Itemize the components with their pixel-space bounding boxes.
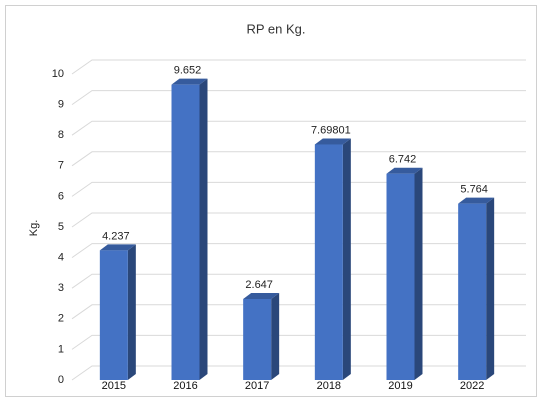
bar-top [458, 197, 495, 204]
y-tick-label: 1 [58, 343, 64, 355]
bar-side [486, 197, 495, 380]
x-tick-label: 2018 [317, 380, 341, 392]
bar [99, 250, 128, 380]
grid-line [71, 212, 526, 228]
grid-line [71, 334, 526, 350]
y-tick-label: 4 [58, 252, 64, 264]
bar-side [342, 138, 351, 380]
x-tick-label: 2016 [173, 380, 197, 392]
bar [314, 144, 343, 380]
data-label: 6.742 [389, 154, 417, 166]
y-tick-label: 2 [58, 313, 64, 325]
data-label: 2.647 [245, 279, 273, 291]
grid-line [71, 151, 526, 167]
grid-line [71, 243, 526, 259]
grid-line [71, 90, 526, 106]
x-tick-label: 2022 [460, 380, 484, 392]
bar-top [99, 244, 136, 251]
grid-line [71, 304, 526, 320]
grid-line [71, 181, 526, 197]
bar-top [314, 138, 351, 145]
bar-side [199, 78, 208, 380]
x-tick-label: 2019 [388, 380, 412, 392]
y-tick-label: 10 [52, 68, 64, 80]
y-tick-label: 9 [58, 99, 64, 111]
y-tick-label: 7 [58, 160, 64, 172]
data-label: 9.652 [174, 65, 202, 77]
y-tick-label: 8 [58, 129, 64, 141]
y-tick-label: 0 [58, 374, 64, 386]
bar [386, 173, 415, 380]
bar-top [243, 293, 280, 300]
grid-line [71, 120, 526, 136]
y-tick-label: 6 [58, 190, 64, 202]
grid-line [71, 59, 526, 75]
data-label: 5.764 [460, 184, 488, 196]
grid-line [71, 365, 526, 381]
data-label: 4.237 [102, 230, 130, 242]
bar [458, 203, 487, 380]
bar-side [271, 293, 280, 380]
bar [171, 84, 200, 380]
y-tick-label: 5 [58, 221, 64, 233]
data-label: 7.69801 [311, 124, 351, 136]
bar-side [127, 244, 136, 380]
bar [243, 299, 272, 380]
y-axis-label: Kg. [28, 220, 40, 237]
x-tick-label: 2015 [102, 380, 126, 392]
bar-top [171, 78, 208, 85]
bar-top [386, 167, 423, 174]
bar-side [414, 167, 423, 380]
x-tick-label: 2017 [245, 380, 269, 392]
chart-title: RP en Kg. [246, 21, 305, 36]
grid-line [71, 273, 526, 289]
y-tick-label: 3 [58, 282, 64, 294]
